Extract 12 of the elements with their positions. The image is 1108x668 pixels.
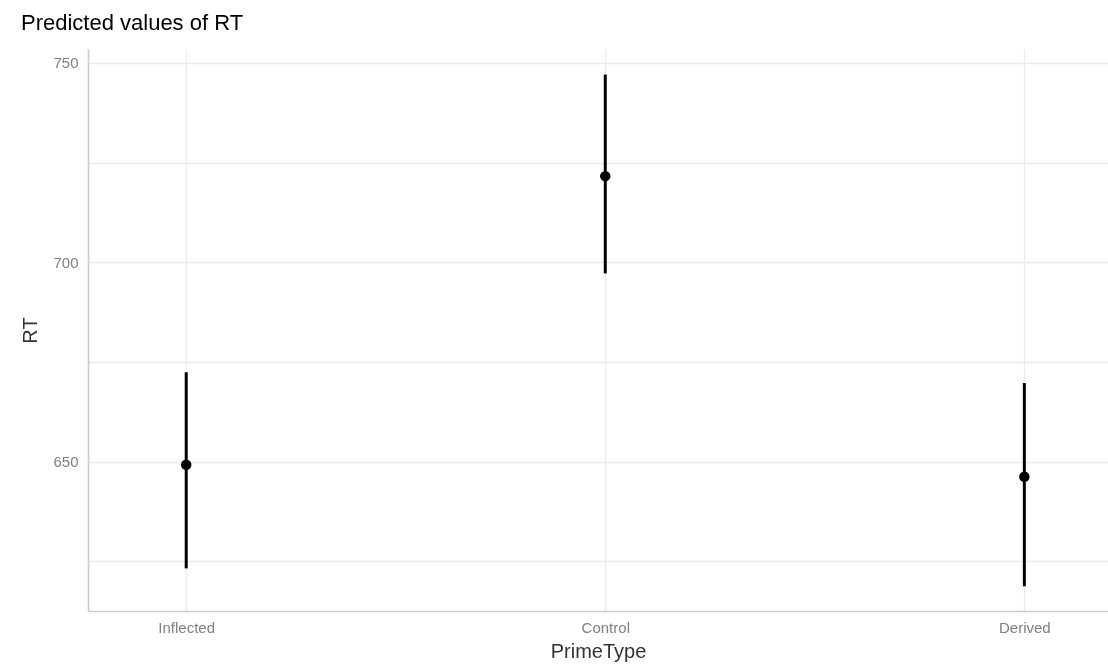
point — [180, 459, 192, 470]
x-axis-title: PrimeType — [550, 639, 647, 662]
x-tick-label: Inflected — [158, 618, 216, 636]
x-tick-label: Control — [581, 618, 630, 636]
y-tick-label: 750 — [53, 54, 79, 72]
chart-title: Predicted values of RT — [20, 10, 244, 35]
point — [600, 170, 611, 182]
x-tick-label: Derived — [998, 618, 1051, 636]
y-tick-label: 700 — [53, 253, 79, 271]
y-tick-label: 650 — [53, 453, 79, 471]
point — [1019, 471, 1030, 482]
y-axis-title: RT — [19, 317, 42, 344]
